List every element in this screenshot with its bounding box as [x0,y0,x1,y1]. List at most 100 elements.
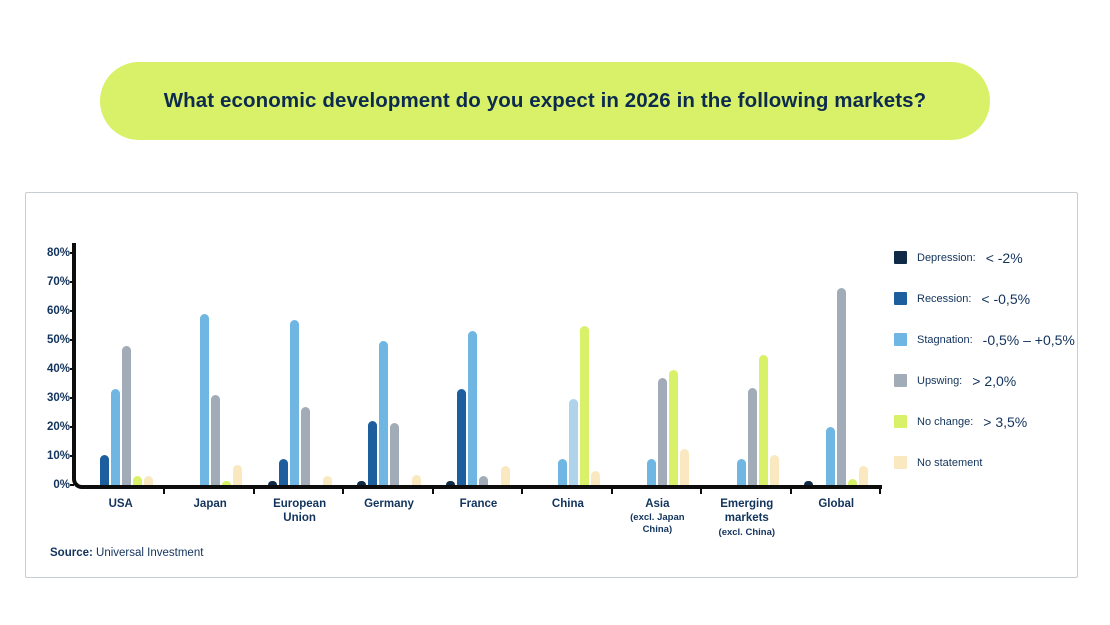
legend-swatch-nochange [894,415,907,428]
y-axis: 0% 10% 20% 30% 40% 50% 60% 70% 80% [26,193,74,579]
bar-slot [758,354,768,485]
bar-stagnation [110,389,120,485]
bar-nostatement [769,454,779,485]
source-text: Universal Investment [96,547,204,559]
bar-stagnation [379,341,389,485]
bar-nochange [222,480,232,485]
y-tick-label: 50% [46,334,70,346]
bar-stagnation [200,313,210,485]
bar-depression [357,480,367,485]
bar-slot [446,480,456,485]
x-axis-label: Emerging markets [720,498,774,525]
bar-nochange [132,476,142,485]
bar-slot [769,454,779,485]
bar-slot [826,427,836,485]
bar-recession [457,389,467,485]
bar-stagnation [647,458,657,485]
legend-range: > 3,5% [983,413,1028,430]
x-axis-label: Asia [645,498,670,510]
x-axis-label: Japan [193,498,227,510]
bar-nostatement [322,476,332,485]
bar-upswing [300,406,310,485]
legend-item-depression: Depression: < -2% [894,250,1075,266]
x-label-cell: France [434,497,523,539]
legend-swatch-depression [894,251,907,264]
bar-stagnation [468,331,478,485]
x-label-cell: USA [76,497,165,539]
bar-group-emerging-markets [702,253,792,494]
source-note: Source: Universal Investment [50,547,203,559]
x-label-cell: Asia (excl. Japan China) [613,497,702,539]
bar-slot [368,421,378,485]
bar-slot [457,389,467,485]
bar-group-european-union [255,253,345,494]
y-tick-label: 80% [46,247,70,259]
bar-slot [747,387,757,485]
question-banner: What economic development do you expect … [100,62,990,140]
legend-range: -0,5% – +0,5% [982,331,1075,348]
y-tick-label: 0% [53,479,70,491]
x-axis-label: France [459,498,498,510]
bar-slot [289,319,299,485]
x-axis-tick [878,489,881,494]
legend-swatch-upswing [894,374,907,387]
bar-slot [222,480,232,485]
x-label-cell: Japan [165,497,254,539]
bar-slot [390,422,400,485]
bar-slot [848,479,858,485]
bar-nochange [848,479,858,485]
bar-slot [736,458,746,485]
legend-item-upswing: Upswing: > 2,0% [894,373,1075,389]
x-axis-tick [252,489,255,494]
bar-slot [300,406,310,485]
x-axis-tick [610,489,613,494]
bar-upswing [568,399,578,485]
bar-slot [278,458,288,485]
x-axis-tick [342,489,345,494]
x-axis-label: Germany [364,498,414,510]
x-axis-label: USA [108,498,133,510]
bar-recession [99,454,109,485]
bar-slot [468,331,478,485]
bar-slot [590,470,600,485]
bar-nostatement [412,474,422,485]
bar-slot [680,448,690,485]
y-tick-mark [70,484,74,486]
bar-slot [110,389,120,485]
legend-label: No change: [917,415,974,428]
y-tick-label: 10% [46,450,70,462]
y-tick-label: 20% [46,421,70,433]
bar-nostatement [143,476,153,485]
bar-slot [647,458,657,485]
bar-group-germany [344,253,434,494]
x-axis-labels: USA Japan European Union Germany France China… [76,497,881,539]
bar-group-china [523,253,613,494]
legend-range: < -0,5% [981,290,1031,307]
bar-upswing [390,422,400,485]
legend-swatch-stagnation [894,333,907,346]
bar-slot [143,476,153,485]
bar-group-france [434,253,524,494]
bar-chart-plot-area [76,253,881,494]
bar-group-global [792,253,881,494]
bar-slot [804,480,814,485]
bar-nochange [758,354,768,485]
legend-item-stagnation: Stagnation: -0,5% – +0,5% [894,331,1075,348]
bar-stagnation [736,458,746,485]
x-axis-tick [431,489,434,494]
x-axis-sublabel: (excl. China) [718,526,776,538]
x-label-cell: Global [792,497,881,539]
bar-nostatement [680,448,690,485]
legend-label: Upswing: [917,374,963,387]
x-label-cell: Emerging markets (excl. China) [702,497,791,539]
bar-slot [568,399,578,485]
bar-depression [446,480,456,485]
bar-upswing [658,377,668,485]
bar-recession [278,458,288,485]
bar-slot [669,370,679,485]
bar-nostatement [859,466,869,485]
legend-label: No statement [917,456,983,469]
bar-stagnation [289,319,299,485]
bar-group-asia [613,253,703,494]
